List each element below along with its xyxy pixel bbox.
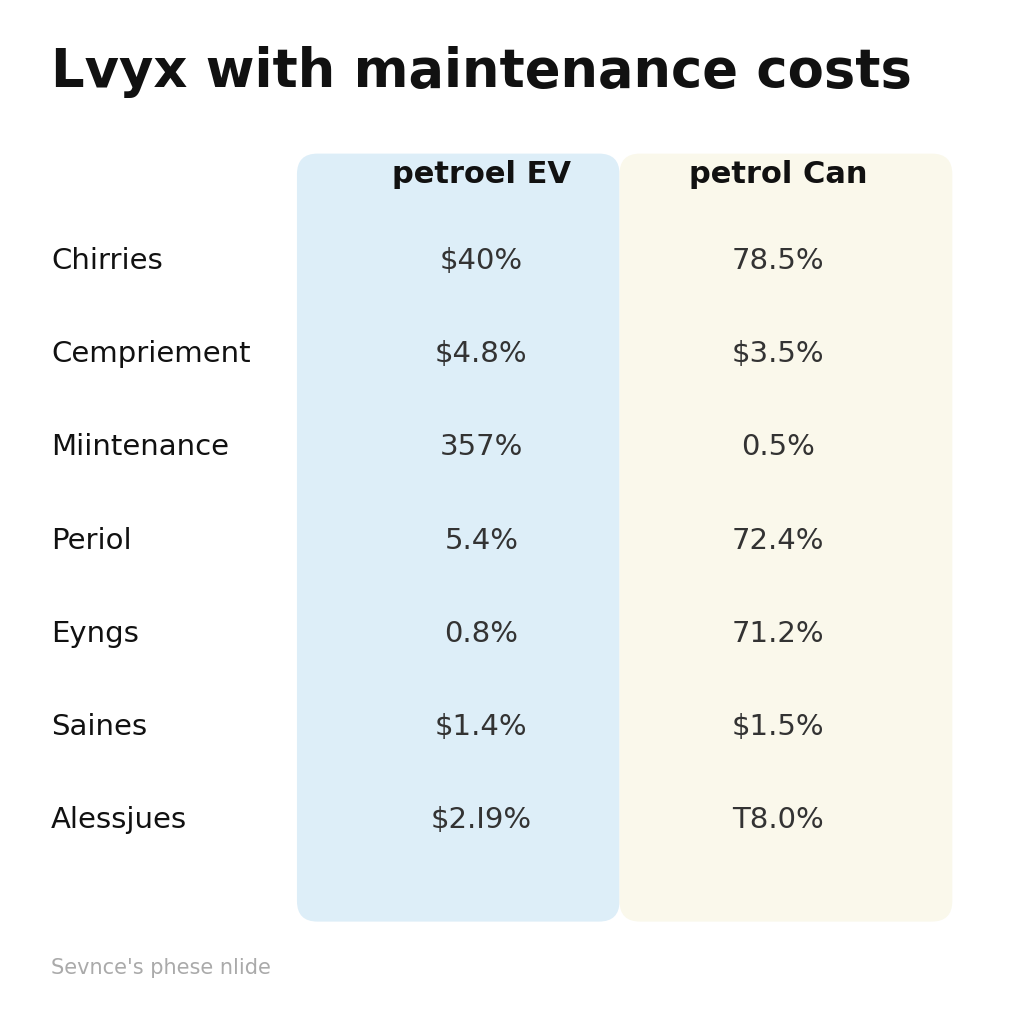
Text: Alessjues: Alessjues (51, 806, 187, 835)
Text: 0.5%: 0.5% (741, 433, 815, 462)
Text: 71.2%: 71.2% (732, 620, 824, 648)
Text: $3.5%: $3.5% (732, 340, 824, 369)
Text: petroel EV: petroel EV (392, 160, 570, 188)
Text: $1.5%: $1.5% (732, 713, 824, 741)
Text: 5.4%: 5.4% (444, 526, 518, 555)
Text: Eyngs: Eyngs (51, 620, 139, 648)
Text: Miintenance: Miintenance (51, 433, 229, 462)
Text: 78.5%: 78.5% (732, 247, 824, 275)
Text: Cempriement: Cempriement (51, 340, 251, 369)
Text: 72.4%: 72.4% (732, 526, 824, 555)
FancyBboxPatch shape (620, 154, 952, 922)
Text: Chirries: Chirries (51, 247, 163, 275)
Text: Periol: Periol (51, 526, 132, 555)
Text: petrol Can: petrol Can (689, 160, 867, 188)
Text: 357%: 357% (439, 433, 523, 462)
FancyBboxPatch shape (297, 154, 620, 922)
Text: Sevnce's phese nlide: Sevnce's phese nlide (51, 957, 271, 978)
Text: Saines: Saines (51, 713, 147, 741)
Text: Lvyx with maintenance costs: Lvyx with maintenance costs (51, 46, 912, 98)
Text: $1.4%: $1.4% (435, 713, 527, 741)
Text: T8.0%: T8.0% (732, 806, 824, 835)
Text: $40%: $40% (439, 247, 523, 275)
Text: 0.8%: 0.8% (444, 620, 518, 648)
Text: $2.I9%: $2.I9% (431, 806, 531, 835)
Text: $4.8%: $4.8% (435, 340, 527, 369)
